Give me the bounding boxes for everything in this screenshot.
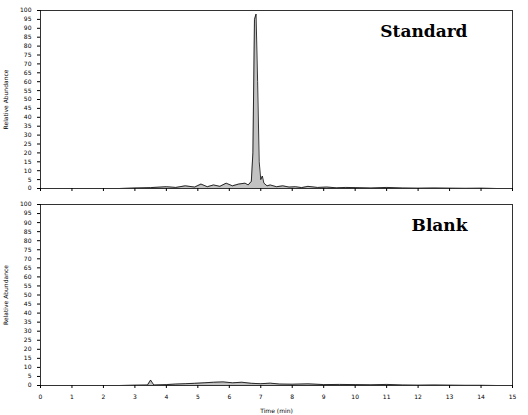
svg-text:70: 70 [24, 60, 32, 67]
svg-text:3: 3 [133, 393, 137, 400]
svg-text:11: 11 [383, 393, 391, 400]
svg-text:30: 30 [24, 131, 32, 138]
svg-text:13: 13 [446, 393, 454, 400]
svg-text:85: 85 [24, 228, 32, 235]
svg-text:35: 35 [24, 318, 32, 325]
svg-text:85: 85 [24, 33, 32, 40]
svg-text:20: 20 [24, 345, 32, 352]
svg-text:80: 80 [24, 42, 32, 49]
svg-text:35: 35 [24, 122, 32, 129]
svg-text:20: 20 [24, 149, 32, 156]
svg-text:15: 15 [509, 393, 517, 400]
svg-text:6: 6 [227, 393, 231, 400]
svg-text:Time (min): Time (min) [259, 407, 293, 414]
svg-text:30: 30 [24, 327, 32, 334]
svg-text:70: 70 [24, 255, 32, 262]
svg-text:50: 50 [24, 291, 32, 298]
svg-text:95: 95 [24, 15, 32, 22]
svg-text:50: 50 [24, 95, 32, 102]
svg-text:90: 90 [24, 24, 32, 31]
svg-text:100: 100 [20, 200, 32, 207]
svg-text:4: 4 [164, 393, 168, 400]
svg-text:95: 95 [24, 209, 32, 216]
svg-text:25: 25 [24, 140, 32, 147]
svg-text:7: 7 [259, 393, 263, 400]
svg-text:5: 5 [28, 176, 32, 183]
svg-text:Relative Abundance: Relative Abundance [2, 69, 9, 129]
svg-text:60: 60 [24, 78, 32, 85]
svg-text:75: 75 [24, 246, 32, 253]
svg-text:45: 45 [24, 300, 32, 307]
svg-text:5: 5 [28, 372, 32, 379]
svg-text:60: 60 [24, 273, 32, 280]
svg-text:1: 1 [70, 393, 74, 400]
svg-text:10: 10 [24, 167, 32, 174]
svg-text:25: 25 [24, 336, 32, 343]
svg-text:45: 45 [24, 104, 32, 111]
svg-text:65: 65 [24, 264, 32, 271]
svg-text:0: 0 [28, 381, 32, 388]
svg-text:2: 2 [102, 393, 106, 400]
svg-text:15: 15 [24, 354, 32, 361]
svg-text:40: 40 [24, 309, 32, 316]
svg-text:9: 9 [322, 393, 326, 400]
svg-text:10: 10 [351, 393, 359, 400]
svg-text:5: 5 [196, 393, 200, 400]
svg-text:80: 80 [24, 237, 32, 244]
svg-text:0: 0 [28, 184, 32, 191]
svg-text:0: 0 [39, 393, 43, 400]
svg-text:40: 40 [24, 113, 32, 120]
svg-text:8: 8 [290, 393, 294, 400]
svg-text:12: 12 [414, 393, 422, 400]
svg-text:65: 65 [24, 69, 32, 76]
svg-text:15: 15 [24, 158, 32, 165]
svg-text:Relative Abundance: Relative Abundance [2, 265, 9, 325]
svg-text:55: 55 [24, 87, 32, 94]
svg-text:Standard: Standard [380, 21, 467, 41]
svg-text:90: 90 [24, 219, 32, 226]
svg-text:Blank: Blank [412, 215, 469, 235]
svg-text:14: 14 [477, 393, 485, 400]
svg-text:55: 55 [24, 282, 32, 289]
svg-text:75: 75 [24, 51, 32, 58]
svg-text:10: 10 [24, 363, 32, 370]
svg-text:100: 100 [20, 6, 32, 13]
